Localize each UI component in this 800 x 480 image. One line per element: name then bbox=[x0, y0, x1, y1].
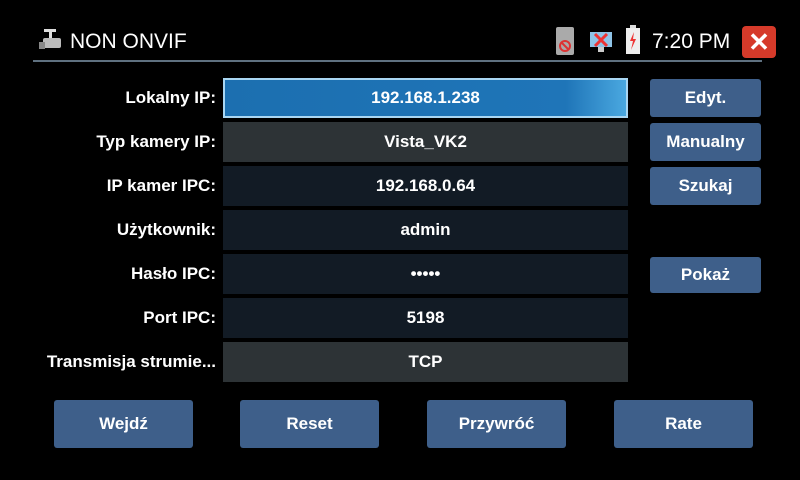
label-camera-ip: IP kamer IPC: bbox=[106, 176, 216, 195]
search-button[interactable]: Szukaj bbox=[650, 167, 761, 205]
edit-button[interactable]: Edyt. bbox=[650, 79, 761, 117]
label-password: Hasło IPC: bbox=[130, 264, 216, 283]
page-title: NON ONVIF bbox=[70, 30, 187, 53]
close-icon[interactable]: ✕ bbox=[742, 26, 776, 58]
restore-button[interactable]: Przywróć bbox=[427, 400, 566, 448]
label-username: Użytkownik: bbox=[116, 220, 216, 239]
camera-icon bbox=[38, 28, 68, 54]
label-port: Port IPC: bbox=[143, 308, 216, 327]
label-stream-transport: Transmisja strumie... bbox=[46, 352, 216, 371]
username-field[interactable]: admin bbox=[223, 210, 628, 250]
clock: 7:20 PM bbox=[652, 30, 731, 53]
password-field[interactable]: ••••• bbox=[223, 254, 628, 294]
camera-type-select[interactable]: Vista_VK2 bbox=[223, 122, 628, 162]
enter-button[interactable]: Wejdź bbox=[54, 400, 193, 448]
network-disconnected-icon bbox=[588, 28, 616, 54]
camera-ip-field[interactable]: 192.168.0.64 bbox=[223, 166, 628, 206]
manual-button[interactable]: Manualny bbox=[650, 123, 761, 161]
reset-button[interactable]: Reset bbox=[240, 400, 379, 448]
battery-charging-icon bbox=[625, 25, 641, 55]
rate-button[interactable]: Rate bbox=[614, 400, 753, 448]
header-divider bbox=[33, 60, 762, 62]
label-local-ip: Lokalny IP: bbox=[125, 88, 216, 107]
show-password-button[interactable]: Pokaż bbox=[650, 257, 761, 293]
local-ip-field[interactable]: 192.168.1.238 bbox=[223, 78, 628, 118]
label-camera-type: Typ kamery IP: bbox=[96, 132, 216, 151]
sd-card-missing-icon bbox=[556, 27, 574, 55]
stream-transport-select[interactable]: TCP bbox=[223, 342, 628, 382]
port-field[interactable]: 5198 bbox=[223, 298, 628, 338]
